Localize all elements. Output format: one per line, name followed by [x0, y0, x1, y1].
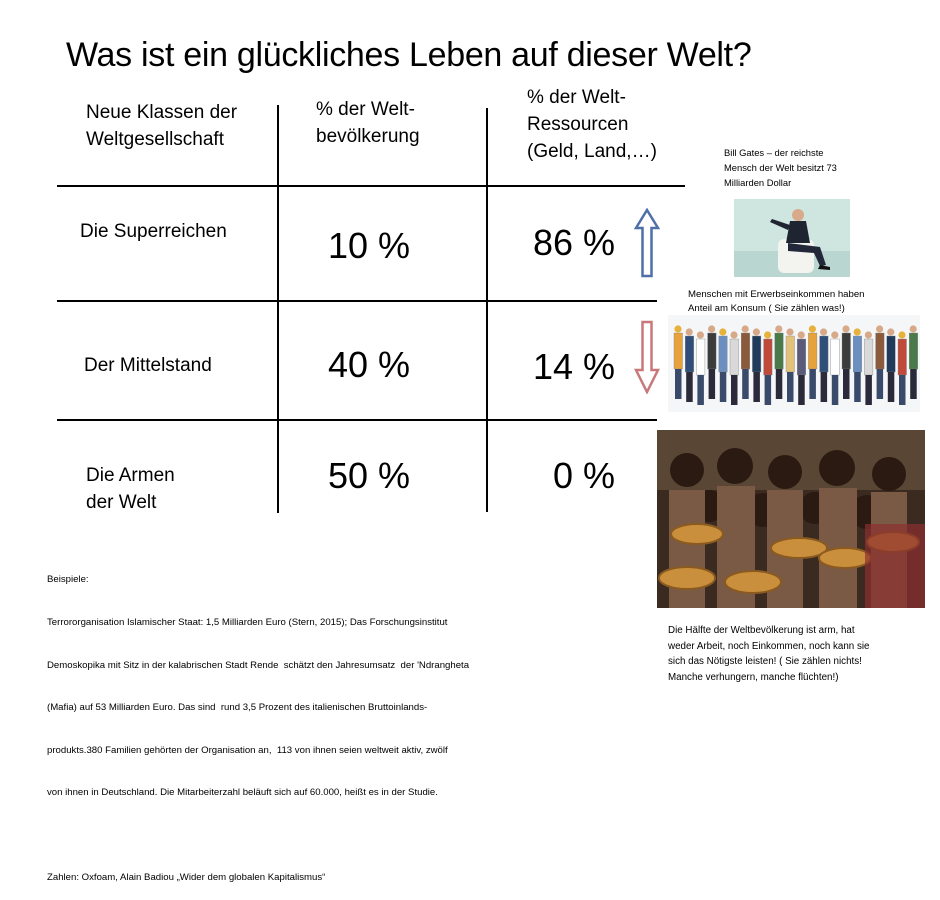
header-population: % der Welt- bevölkerung	[316, 96, 420, 150]
examples-line: Zahlen: Oxfoam, Alain Badiou „Wider dem …	[47, 872, 326, 884]
row-label-superrich: Die Superreichen	[80, 218, 227, 245]
row-label-middleclass: Der Mittelstand	[84, 352, 212, 379]
examples-line: (Mafia) auf 53 Milliarden Euro. Das sind…	[47, 702, 428, 714]
middle-class-group-photo	[668, 315, 920, 412]
table-column-divider-1	[277, 105, 279, 513]
caption-poor: Die Hälfte der Weltbevölkerung ist arm, …	[668, 623, 870, 685]
header-resources-line: Ressourcen	[527, 114, 629, 135]
row-label-line: Der Mittelstand	[84, 355, 212, 376]
examples-line: produkts.380 Familien gehörten der Organ…	[47, 744, 448, 756]
row-label-poor: Die Armen der Welt	[86, 462, 175, 516]
table-divider-row1	[57, 300, 657, 302]
value-resources-superrich: 86 %	[533, 222, 616, 263]
value-population-poor: 50 %	[328, 455, 411, 496]
caption-line: sich das Nötigste leisten! ( Sie zählen …	[668, 656, 862, 667]
caption-line: Die Hälfte der Weltbevölkerung ist arm, …	[668, 625, 855, 636]
header-class-line: Weltgesellschaft	[86, 129, 224, 150]
caption-line: Bill Gates – der reichste	[724, 147, 824, 158]
up-arrow-icon	[634, 208, 660, 278]
value-resources-poor: 0 %	[553, 455, 616, 496]
caption-line: Milliarden Dollar	[724, 177, 792, 188]
caption-line: weder Arbeit, noch Einkommen, noch kann …	[668, 640, 870, 652]
row-label-line: der Welt	[86, 492, 157, 513]
caption-line: Mensch der Welt besitzt 73	[724, 162, 837, 173]
caption-line: Anteil am Konsum ( Sie zählen was!)	[688, 303, 845, 314]
caption-gates: Bill Gates – der reichste Mensch der Wel…	[724, 145, 837, 190]
bill-gates-photo	[734, 199, 850, 277]
value-population-middleclass: 40 %	[328, 344, 411, 385]
slide-title: Was ist ein glückliches Leben auf dieser…	[66, 36, 752, 74]
header-class-line: Neue Klassen der	[86, 102, 238, 123]
header-resources-line: % der Welt-	[527, 87, 626, 108]
examples-line: Beispiele:	[47, 574, 89, 586]
poor-children-photo	[657, 430, 925, 608]
header-population-line: bevölkerung	[316, 126, 420, 147]
examples-line: von ihnen in Deutschland. Die Mitarbeite…	[47, 787, 438, 799]
table-divider-header	[57, 185, 685, 187]
row-label-line: Die Armen	[86, 465, 175, 486]
caption-middle: Menschen mit Erwerbseinkommen haben Ante…	[688, 288, 865, 316]
caption-line: Menschen mit Erwerbseinkommen haben	[688, 289, 865, 300]
header-class: Neue Klassen der Weltgesellschaft	[86, 99, 237, 153]
caption-line: Manche verhungern, manche flüchten!)	[668, 671, 839, 683]
examples-text: Beispiele: Terrororganisation Islamische…	[47, 545, 469, 900]
header-population-line: % der Welt-	[316, 99, 415, 120]
table-divider-row2	[57, 419, 657, 421]
header-resources: % der Welt- Ressourcen (Geld, Land,…)	[527, 84, 657, 165]
down-arrow-icon	[634, 320, 660, 394]
header-resources-line: (Geld, Land,…)	[527, 141, 657, 162]
table-column-divider-2	[486, 108, 488, 512]
examples-line: Terrororganisation Islamischer Staat: 1,…	[47, 617, 448, 629]
row-label-line: Die Superreichen	[80, 221, 227, 242]
value-resources-middleclass: 14 %	[533, 346, 616, 387]
examples-line	[47, 829, 469, 843]
value-population-superrich: 10 %	[328, 225, 411, 266]
examples-line: Demoskopika mit Sitz in der kalabrischen…	[47, 659, 470, 671]
